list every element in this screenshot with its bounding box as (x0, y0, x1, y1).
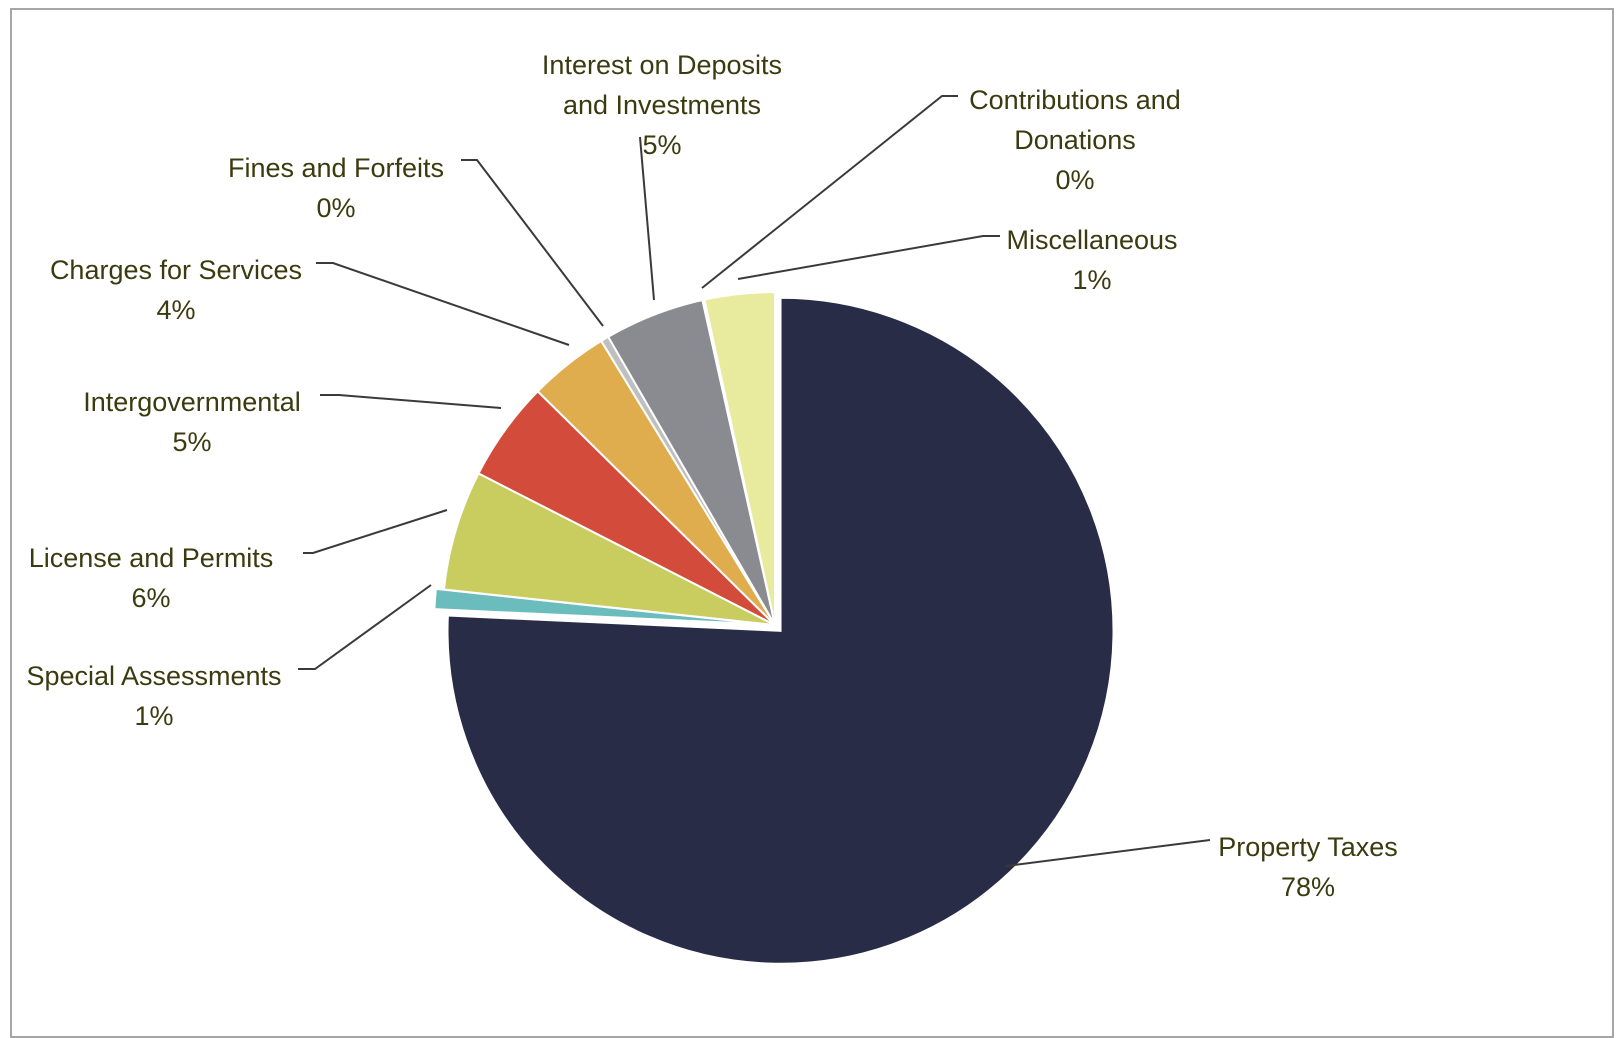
data-label-category: Contributions and (969, 85, 1181, 115)
pie-chart: Property Taxes 78% Special Assessments 1% Li… (26, 50, 1398, 965)
data-label-category: Interest on Deposits (542, 50, 782, 80)
pie-slices (433, 290, 1115, 965)
data-labels: Property Taxes 78% Special Assessments 1% Li… (26, 50, 1397, 902)
data-label-category: Intergovernmental (83, 387, 301, 417)
data-label-category: Miscellaneous (1006, 225, 1177, 255)
data-label-category: Property Taxes (1218, 832, 1398, 862)
data-label-percent: 4% (156, 295, 195, 325)
pie-slice-property-taxes (446, 296, 1115, 965)
leader-line-license-and-permits (303, 509, 448, 554)
leader-line-miscellaneous (737, 235, 1000, 280)
leader-line-interest-on-deposits-and-investments (639, 136, 655, 301)
leader-line-charges-for-services (316, 262, 570, 346)
data-label-contributions-and-donations: Contributions and Donations 0% (969, 85, 1181, 195)
data-label-percent: 6% (131, 583, 170, 613)
leader-line-contributions-and-donations (701, 95, 958, 289)
data-label-percent: 0% (1055, 165, 1094, 195)
data-label-license-and-permits: License and Permits 6% (29, 543, 274, 613)
leader-line-special-assessments (298, 584, 432, 670)
pie-slice-license-and-permits (442, 472, 776, 626)
leader-line-property-taxes (1005, 839, 1211, 867)
data-label-percent: 1% (134, 701, 173, 731)
data-label-percent: 1% (1072, 265, 1111, 295)
data-label-category: and Investments (563, 90, 761, 120)
data-label-charges-for-services: Charges for Services 4% (50, 255, 302, 325)
data-label-percent: 0% (316, 193, 355, 223)
data-label-interest-on-deposits-and-investments: Interest on Deposits and Investments 5% (542, 50, 782, 160)
data-label-percent: 5% (172, 427, 211, 457)
data-label-special-assessments: Special Assessments 1% (26, 661, 281, 731)
leader-line-fines-and-forfeits (461, 159, 604, 327)
data-label-intergovernmental: Intergovernmental 5% (83, 387, 301, 457)
data-label-category: License and Permits (29, 543, 274, 573)
leader-line-intergovernmental (320, 394, 502, 409)
data-label-category: Charges for Services (50, 255, 302, 285)
leader-lines (298, 95, 1211, 867)
pie-slice-miscellaneous (703, 290, 776, 626)
data-label-category: Donations (1014, 125, 1136, 155)
data-label-percent: 78% (1281, 872, 1335, 902)
data-label-miscellaneous: Miscellaneous 1% (1006, 225, 1177, 295)
data-label-fines-and-forfeits: Fines and Forfeits 0% (228, 153, 444, 223)
data-label-category: Special Assessments (26, 661, 281, 691)
data-label-category: Fines and Forfeits (228, 153, 444, 183)
data-label-percent: 5% (642, 130, 681, 160)
data-label-property-taxes: Property Taxes 78% (1218, 832, 1398, 902)
